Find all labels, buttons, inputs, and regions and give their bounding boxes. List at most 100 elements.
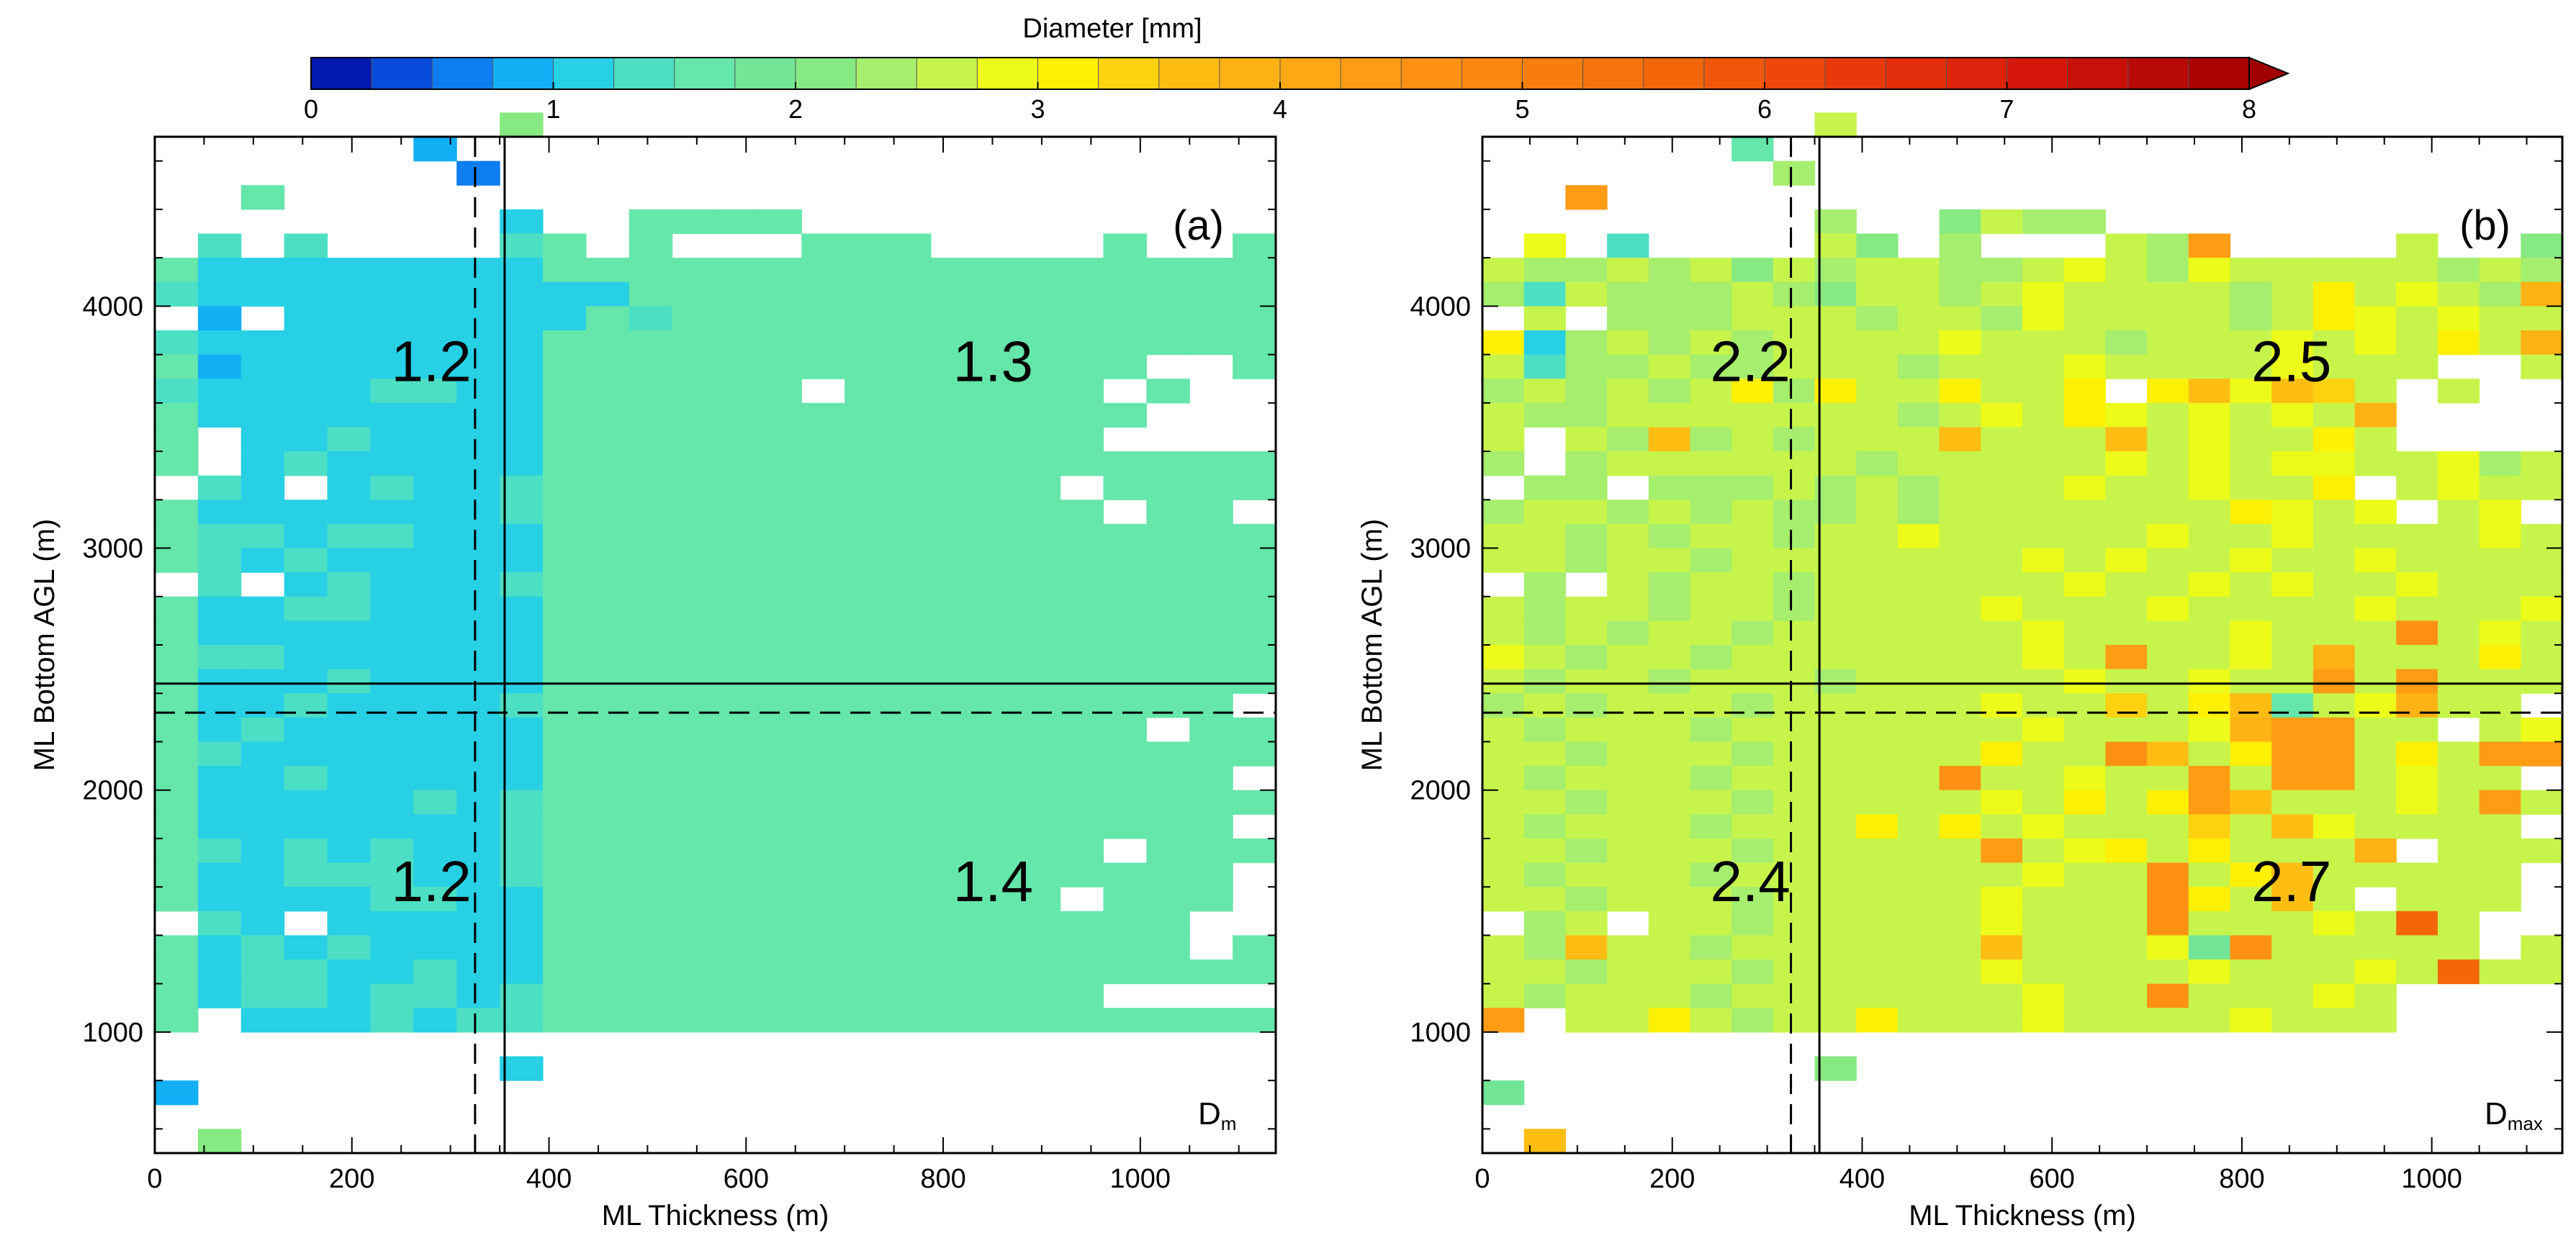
heatmap-cell — [1482, 427, 1525, 452]
quadrant-mean-label: 2.5 — [2251, 329, 2331, 393]
heatmap-cell — [1233, 330, 1276, 356]
heatmap-cell — [888, 233, 932, 258]
y-tick-label: 3000 — [82, 534, 143, 564]
heatmap-cell — [1017, 354, 1061, 379]
heatmap-cell — [1690, 911, 1732, 936]
heatmap-cell — [1648, 1008, 1691, 1033]
heatmap-cell — [1856, 814, 1899, 839]
heatmap-cell — [888, 911, 932, 936]
heatmap-cell — [1897, 500, 1940, 525]
heatmap-cell — [930, 669, 975, 694]
heatmap-cell — [888, 258, 932, 283]
variable-label: Dm — [1198, 1096, 1236, 1134]
heatmap-cell — [2271, 548, 2314, 573]
heatmap-cell — [888, 814, 932, 839]
heatmap-cell — [2271, 620, 2314, 646]
heatmap-cell — [1856, 427, 1899, 452]
heatmap-cell — [413, 983, 457, 1008]
heatmap-cell — [1814, 717, 1857, 743]
heatmap-cell — [845, 862, 888, 887]
heatmap-cell — [1060, 379, 1104, 404]
heatmap-cell — [456, 161, 500, 186]
heatmap-cell — [1814, 596, 1857, 621]
heatmap-cell — [1017, 523, 1061, 549]
heatmap-cell — [672, 354, 716, 379]
heatmap-cell — [2479, 862, 2521, 887]
heatmap-cell — [155, 281, 199, 307]
colorbar-tick-label: 5 — [1515, 94, 1529, 124]
heatmap-cell — [1648, 500, 1691, 525]
colorbar-segment — [855, 57, 918, 90]
heatmap-cell — [1607, 379, 1649, 404]
heatmap-cell — [585, 258, 630, 283]
heatmap-cell — [973, 935, 1018, 960]
heatmap-cell — [1607, 281, 1649, 307]
heatmap-cell — [1017, 330, 1061, 356]
heatmap-cell — [1233, 645, 1276, 670]
heatmap-cell — [930, 451, 975, 476]
heatmap-cell — [801, 500, 845, 525]
heatmap-cell — [1103, 354, 1147, 379]
heatmap-cell — [456, 281, 500, 307]
heatmap-cell — [197, 862, 242, 887]
heatmap-cell — [500, 862, 544, 887]
heatmap-cell — [585, 281, 630, 307]
heatmap-cell — [2230, 669, 2272, 694]
heatmap-cell — [542, 741, 587, 767]
heatmap-cell — [413, 572, 457, 597]
heatmap-cell — [2105, 500, 2148, 525]
heatmap-cell — [715, 911, 759, 936]
heatmap-cell — [500, 1008, 544, 1033]
heatmap-cell — [973, 427, 1018, 452]
heatmap-cell — [1856, 935, 1899, 960]
heatmap-cell — [2312, 500, 2356, 525]
heatmap-cell — [1731, 741, 1774, 767]
heatmap-cell — [2312, 959, 2356, 985]
heatmap-cell — [930, 620, 975, 646]
heatmap-cell — [2437, 475, 2480, 500]
heatmap-cell — [629, 427, 673, 452]
heatmap-cell — [1981, 330, 2023, 356]
heatmap-cell — [973, 959, 1018, 985]
heatmap-cell — [1103, 548, 1147, 573]
heatmap-cell — [2230, 500, 2272, 525]
heatmap-cell — [2396, 281, 2438, 307]
heatmap-cell — [542, 500, 587, 525]
heatmap-cell — [1146, 862, 1190, 887]
heatmap-cell — [1731, 983, 1774, 1008]
heatmap-cell — [1233, 233, 1276, 258]
heatmap-cell — [2437, 548, 2480, 573]
heatmap-cell — [2271, 935, 2314, 960]
heatmap-cell — [1856, 475, 1899, 500]
heatmap-cell — [1731, 935, 1774, 960]
heatmap-cell — [2022, 741, 2065, 767]
heatmap-cell — [370, 1008, 414, 1033]
heatmap-cell — [1814, 548, 1857, 573]
heatmap-cell — [1648, 620, 1691, 646]
heatmap-cell — [1648, 427, 1691, 452]
heatmap-cell — [715, 379, 759, 404]
heatmap-cell — [845, 596, 888, 621]
heatmap-cell — [1897, 862, 1940, 887]
heatmap-cell — [1856, 983, 1899, 1008]
heatmap-cell — [2479, 523, 2521, 549]
heatmap-cell — [542, 814, 587, 839]
heatmap-cell — [327, 645, 371, 670]
heatmap-cell — [1690, 669, 1732, 694]
heatmap-cell — [888, 887, 932, 912]
heatmap-cell — [585, 669, 630, 694]
heatmap-cell — [1017, 645, 1061, 670]
heatmap-cell — [2188, 814, 2231, 839]
heatmap-cell — [1897, 596, 1940, 621]
heatmap-cell — [284, 523, 328, 549]
heatmap-cell — [2063, 451, 2106, 476]
colorbar-segment — [1582, 57, 1644, 90]
heatmap-cell — [1482, 500, 1525, 525]
colorbar-segment — [1522, 57, 1584, 90]
heatmap-cell — [413, 281, 457, 307]
heatmap-cell — [155, 887, 199, 912]
heatmap-cell — [2105, 306, 2148, 331]
heatmap-cell — [1897, 258, 1940, 283]
heatmap-cell — [2354, 402, 2397, 428]
heatmap-cell — [1607, 1008, 1649, 1033]
